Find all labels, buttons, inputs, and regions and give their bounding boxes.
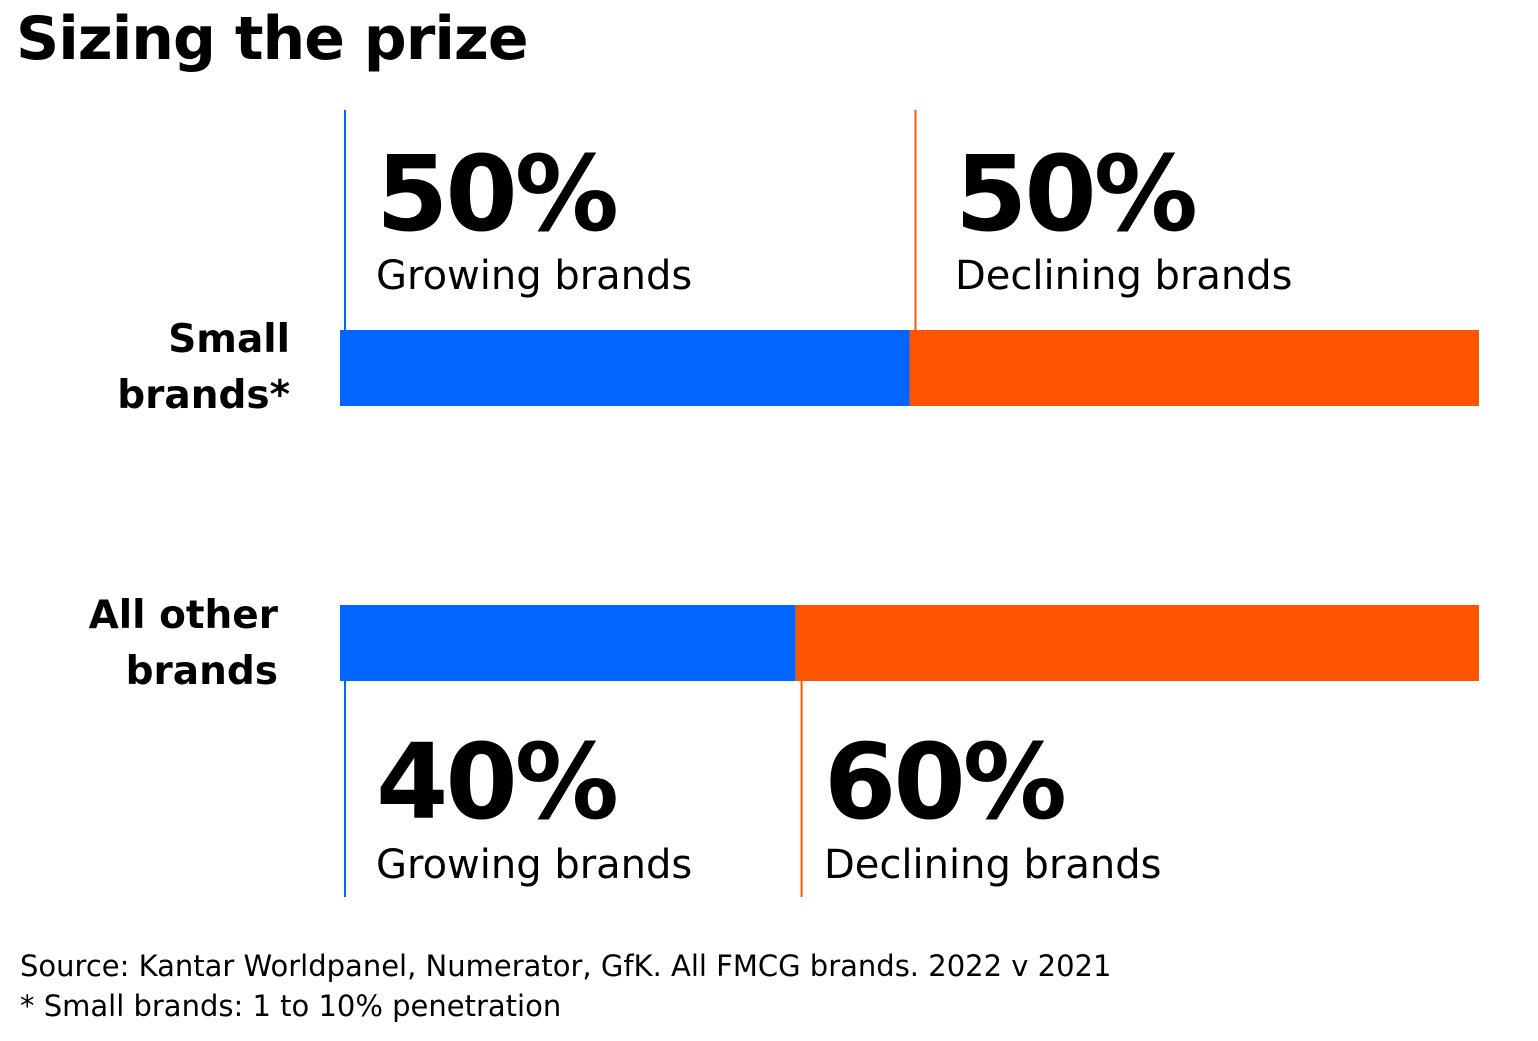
data-label-small-growing-name: Growing brands xyxy=(376,253,693,299)
footnote: * Small brands: 1 to 10% penetration xyxy=(20,989,562,1023)
row-label-line: Small xyxy=(168,317,290,362)
chart-title: Sizing the prize xyxy=(16,4,529,74)
data-label-small-growing-pct: 50% xyxy=(376,133,619,255)
data-label-small-declining-pct: 50% xyxy=(955,133,1198,255)
data-label-small-declining-name: Declining brands xyxy=(955,253,1293,299)
data-label-other-growing-name: Growing brands xyxy=(376,842,693,888)
row-label-all-other-brands: All other brands xyxy=(0,588,278,700)
bar-other-declining xyxy=(795,605,1479,681)
bar-other-growing xyxy=(340,605,796,681)
bar-small-declining xyxy=(909,330,1479,406)
row-label-line: brands* xyxy=(117,373,290,418)
data-label-other-declining-name: Declining brands xyxy=(824,842,1162,888)
source-note: Source: Kantar Worldpanel, Numerator, Gf… xyxy=(20,949,1112,983)
row-label-line: brands xyxy=(125,649,278,694)
row-label-line: All other xyxy=(88,593,278,638)
data-label-other-declining-pct: 60% xyxy=(824,721,1067,843)
data-label-other-growing-pct: 40% xyxy=(376,721,619,843)
bar-small-growing xyxy=(340,330,910,406)
row-label-small-brands: Small brands* xyxy=(0,312,290,424)
